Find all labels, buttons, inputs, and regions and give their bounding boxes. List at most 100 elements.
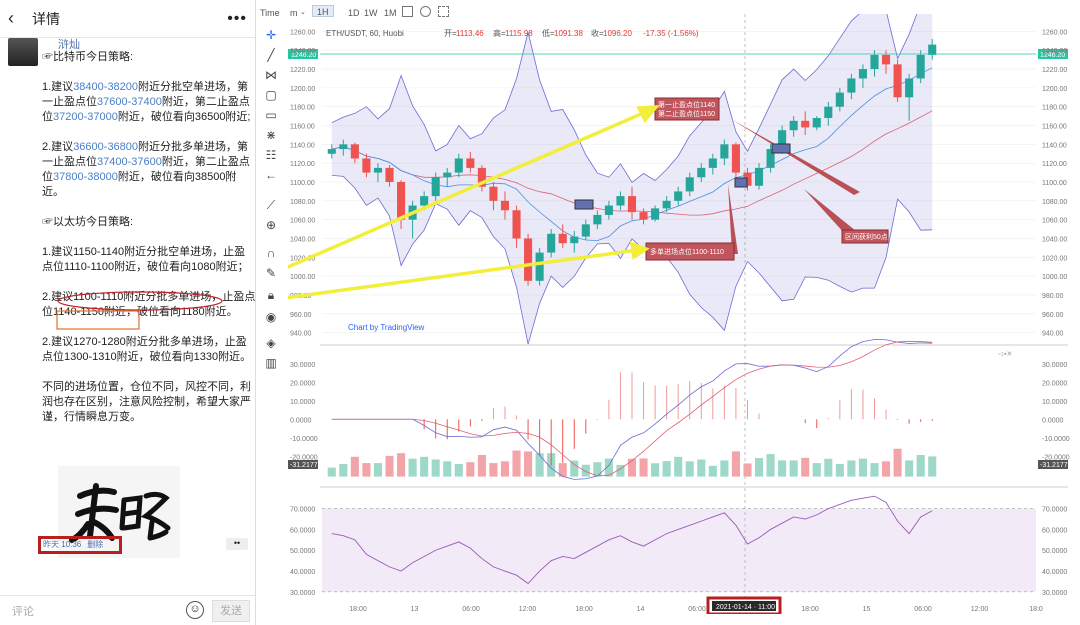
interval-1m-button[interactable]: 1M <box>384 8 397 18</box>
volume-bar <box>408 458 417 477</box>
rsi-band <box>322 508 1036 592</box>
volume-bar <box>789 460 798 477</box>
magnet-icon[interactable]: ∩ <box>266 246 276 260</box>
eye-icon[interactable]: ◉ <box>265 310 277 324</box>
volume-bar <box>881 461 891 477</box>
candle-body <box>397 182 406 220</box>
candle-body <box>454 158 463 173</box>
candle-body <box>916 54 925 79</box>
post-detail-panel: ‹ 详情 ••• 浒灿 ☞比特币今日策略: 1.建议38400-38200附近分… <box>0 0 256 625</box>
volume-bar <box>685 461 694 477</box>
macd-tick-left: -20.0000 <box>290 454 318 461</box>
price-tag-left-text: 1246.20 <box>291 52 316 59</box>
volume-bar <box>720 460 729 477</box>
price-tag-left <box>288 49 318 59</box>
prediction-icon[interactable]: ☷ <box>265 148 277 162</box>
candle-body <box>535 252 544 281</box>
candle-body <box>627 196 637 213</box>
comment-bar: 评论 ☺ 发送 <box>0 595 256 625</box>
price-tick-right: 1140.00 <box>1042 142 1067 149</box>
username[interactable]: 浒灿 <box>58 39 80 51</box>
volume-bar <box>778 460 787 477</box>
candle-body <box>801 120 810 128</box>
comment-input[interactable]: 评论 <box>12 606 34 618</box>
candle-body <box>477 167 486 187</box>
btc-strategy-2: 2.建议36600-36800附近分批多单进场，第一止盈点位37400-3760… <box>42 141 250 198</box>
price-tick-left: 1100.00 <box>290 180 315 187</box>
candle-body <box>685 177 694 192</box>
eth-strategy-3: 2.建议1270-1280附近分批多单进场，止盈点位1300-1310附近，破位… <box>42 336 252 363</box>
more-options-icon[interactable]: ••• <box>227 9 247 27</box>
volume-bar <box>385 455 394 477</box>
price-tick-left: 1200.00 <box>290 86 315 93</box>
comment-options-icon[interactable]: •• <box>226 538 248 550</box>
price-tick-right: 1260.00 <box>1042 29 1067 36</box>
arrow-left-icon[interactable]: ← <box>265 168 277 182</box>
bollinger-band-fill <box>331 14 933 345</box>
time-badge-outline <box>706 596 782 614</box>
post-meta: 昨天 10:36 删除 <box>38 536 122 554</box>
volume-bar <box>662 461 671 477</box>
low-value: 1091.38 <box>554 29 583 38</box>
rsi-tick-left: 60.0000 <box>290 527 315 534</box>
candle-body <box>835 92 844 107</box>
annotation-pointer-2 <box>728 184 738 254</box>
candle-body <box>373 167 383 173</box>
price-tag-right-text: 1246.20 <box>1040 52 1065 59</box>
indicators-icon[interactable] <box>420 6 431 17</box>
minute-chevron-icon[interactable]: ⌄ <box>300 9 306 16</box>
trading-chart[interactable]: 1246.20 1246.20 940.00 940.00 960.00 960.00… <box>288 14 1080 614</box>
price-tick-right: 1020.00 <box>1042 255 1067 262</box>
fib-icon[interactable]: ⋈ <box>265 68 277 82</box>
layers-icon[interactable]: ◈ <box>266 336 276 350</box>
volume-bar <box>697 459 706 477</box>
crosshair-icon[interactable]: ✛ <box>265 28 277 42</box>
macd-line <box>331 339 933 480</box>
zoom-in-icon[interactable]: ⊕ <box>265 218 277 232</box>
time-tick: 18:00 <box>349 606 367 613</box>
time-tick: 12:00 <box>971 606 989 613</box>
macd-tag-right-text: -31.2177 <box>1040 462 1068 469</box>
rectangle-icon[interactable]: ▢ <box>265 88 277 102</box>
ruler-icon[interactable]: ⟋ <box>266 198 276 212</box>
price-tick-right: 1240.00 <box>1042 48 1067 55</box>
time-tick: 15 <box>863 606 871 613</box>
minute-dropdown[interactable]: m <box>290 8 298 18</box>
macd-tag-left <box>288 460 318 469</box>
macd-tick-left: 20.0000 <box>290 380 315 387</box>
candle-body <box>651 208 660 220</box>
text-note-icon[interactable]: ▭ <box>265 108 277 122</box>
candle-body <box>350 144 359 159</box>
rsi-tick-left: 40.0000 <box>290 569 315 576</box>
interval-1w-button[interactable]: 1W <box>364 8 378 18</box>
interval-1d-button[interactable]: 1D <box>348 8 360 18</box>
lock-icon[interactable]: 🔒︎ <box>267 288 275 302</box>
delete-link[interactable]: 删除 <box>87 540 104 549</box>
back-icon[interactable]: ‹ <box>8 8 14 28</box>
fullscreen-icon[interactable] <box>438 6 449 17</box>
chart-type-icon[interactable] <box>402 6 413 17</box>
send-button[interactable]: 发送 <box>212 600 250 622</box>
price-tick-right: 1060.00 <box>1042 218 1067 225</box>
price-tick-left: 940.00 <box>290 331 312 338</box>
trash-icon[interactable]: ▥ <box>265 356 277 370</box>
volume-bar <box>639 458 648 477</box>
emoji-icon[interactable]: ☺ <box>186 601 204 619</box>
post-body: ☞比特币今日策略: 1.建议38400-38200附近分批空单进场，第一止盈点位… <box>42 50 256 440</box>
candle-body <box>754 167 764 186</box>
macd-tick-left: 10.0000 <box>290 399 315 406</box>
candle-body <box>731 144 740 173</box>
avatar[interactable] <box>8 38 38 66</box>
price-tick-right: 1100.00 <box>1042 180 1067 187</box>
price-tick-right: 940.00 <box>1042 331 1064 338</box>
candle-body <box>524 238 533 281</box>
pattern-icon[interactable]: ⋇ <box>265 128 277 142</box>
interval-1h-button[interactable]: 1H <box>312 5 334 17</box>
candle-body <box>339 144 348 150</box>
trendline-icon[interactable]: ╱ <box>267 48 275 62</box>
chart-toolbar: Time m ⌄ 1H 1D 1W 1M <box>256 0 1080 26</box>
open-value: 1113.46 <box>456 29 484 38</box>
detail-header: ‹ 详情 ••• <box>0 0 255 38</box>
volume-bar <box>754 458 764 477</box>
lock-drawing-icon[interactable]: ✎ <box>265 266 277 280</box>
